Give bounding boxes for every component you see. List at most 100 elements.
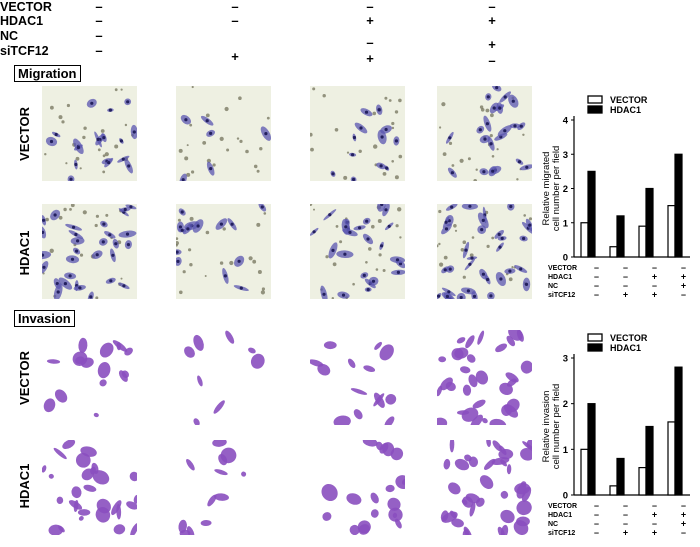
header-label-sitcf12: siTCF12 (0, 44, 49, 58)
condition-sign: – (594, 501, 599, 511)
header-sign: – (95, 13, 103, 28)
condition-sign: – (681, 528, 686, 538)
y-axis-label: Relative migrated (541, 152, 552, 226)
bar (587, 170, 596, 258)
header-sign: – (95, 43, 103, 58)
y-tick-label: 2 (563, 184, 568, 195)
header-label-vector: VECTOR (0, 0, 52, 14)
legend-swatch (587, 105, 603, 114)
condition-label: NC (548, 521, 558, 528)
bar (667, 205, 676, 258)
header-sign: – (366, 0, 374, 14)
header-label-nc: NC (0, 29, 19, 43)
legend-swatch (587, 343, 603, 352)
y-tick-label: 2 (563, 399, 568, 410)
condition-sign: + (623, 290, 628, 300)
bar (609, 246, 618, 258)
row-label-hdac1: HDAC1 (17, 463, 32, 509)
legend-swatch (587, 333, 603, 342)
invasion-image (310, 440, 405, 535)
header-sign: – (488, 0, 496, 14)
bar (587, 403, 596, 496)
condition-sign: + (652, 528, 657, 538)
y-tick-label: 3 (563, 150, 568, 161)
y-tick-label: 0 (563, 491, 568, 502)
condition-sign: – (623, 272, 628, 282)
migration-image (310, 86, 405, 181)
condition-sign: – (681, 263, 686, 273)
condition-sign: + (681, 510, 686, 520)
condition-sign: – (594, 281, 599, 291)
condition-sign: – (594, 519, 599, 529)
bar (638, 467, 647, 496)
y-tick-label: 1 (563, 218, 569, 229)
invasion-image (437, 330, 532, 425)
bar (638, 225, 647, 258)
invasion-image (176, 330, 271, 425)
condition-sign: – (594, 272, 599, 282)
condition-sign: + (681, 272, 686, 282)
condition-label: NC (548, 283, 558, 290)
condition-sign: – (594, 263, 599, 273)
row-label-hdac1: HDAC1 (17, 230, 32, 276)
legend-swatch (587, 95, 603, 104)
legend-label: HDAC1 (610, 343, 641, 353)
condition-label: siTCF12 (548, 292, 575, 299)
header-sign: + (366, 51, 374, 66)
header-sign: + (231, 49, 239, 64)
condition-sign: – (652, 501, 657, 511)
condition-sign: – (594, 290, 599, 300)
header-sign: + (488, 13, 496, 28)
invasion-image (310, 330, 405, 425)
bar (616, 457, 625, 496)
condition-sign: + (652, 272, 657, 282)
migration-title: Migration (14, 65, 81, 82)
migration-image (42, 86, 137, 181)
migration-image (437, 204, 532, 299)
invasion-image (176, 440, 271, 535)
condition-sign: + (623, 528, 628, 538)
header-sign: – (231, 13, 239, 28)
header-sign: + (488, 37, 496, 52)
condition-sign: + (652, 510, 657, 520)
header-sign: – (366, 35, 374, 50)
condition-sign: – (623, 281, 628, 291)
header-label-hdac1: HDAC1 (0, 14, 44, 28)
migration-image (437, 86, 532, 181)
bar (580, 222, 589, 258)
condition-sign: – (623, 510, 628, 520)
condition-sign: – (652, 281, 657, 291)
condition-label: VECTOR (548, 265, 577, 272)
bar (616, 215, 625, 258)
legend-label: HDAC1 (610, 105, 641, 115)
y-axis-label: Relative invasion (541, 391, 552, 463)
condition-sign: + (652, 290, 657, 300)
condition-sign: – (681, 290, 686, 300)
y-tick-label: 0 (563, 253, 568, 264)
condition-sign: – (623, 519, 628, 529)
bar (667, 421, 676, 496)
header-sign: + (366, 13, 374, 28)
condition-sign: – (623, 501, 628, 511)
header-sign: – (95, 0, 103, 14)
invasion-image (437, 440, 532, 535)
condition-sign: – (594, 510, 599, 520)
invasion-title: Invasion (14, 310, 75, 327)
y-axis-label: cell number per field (551, 146, 562, 232)
condition-sign: – (594, 528, 599, 538)
invasion-image (42, 330, 137, 425)
bar (674, 366, 683, 496)
migration-image (176, 204, 271, 299)
condition-label: VECTOR (548, 503, 577, 510)
bar (674, 153, 683, 258)
bar (609, 485, 618, 496)
header-sign: – (488, 53, 496, 68)
legend-label: VECTOR (610, 95, 648, 105)
invasion-image (42, 440, 137, 535)
condition-label: siTCF12 (548, 530, 575, 537)
row-label-vector: VECTOR (17, 107, 32, 161)
row-label-vector: VECTOR (17, 351, 32, 405)
condition-sign: – (652, 263, 657, 273)
